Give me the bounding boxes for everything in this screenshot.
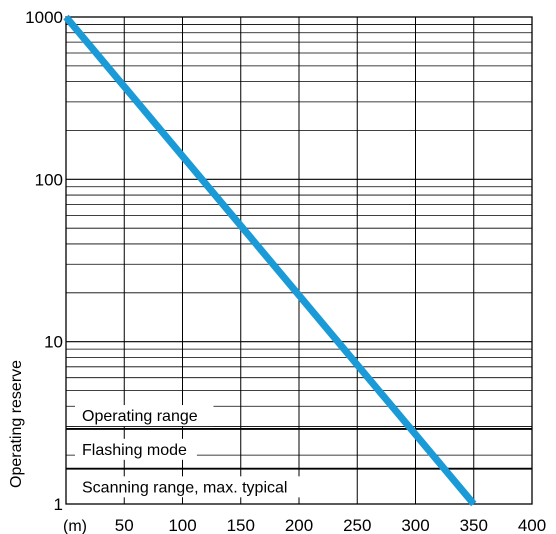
x-tick-label: 350 — [460, 516, 488, 534]
band-label: Scanning range, max. typical — [82, 479, 287, 496]
y-tick-label: 10 — [44, 333, 63, 352]
x-unit-label: (m) — [63, 518, 87, 534]
x-tick-label: 50 — [115, 516, 134, 534]
x-tick-label: 250 — [343, 516, 371, 534]
x-tick-label: 150 — [227, 516, 255, 534]
x-tick-label: 100 — [168, 516, 196, 534]
x-tick-label: 400 — [518, 516, 546, 534]
y-tick-label: 1000 — [25, 8, 63, 27]
y-axis-label: Operating reserve — [8, 360, 25, 488]
x-tick-label: 200 — [285, 516, 313, 534]
grid — [65, 16, 533, 505]
x-tick-label: 300 — [401, 516, 429, 534]
tick-labels: 50 100 150 200 250 300 350 400 1 10 100 1000 — [25, 8, 546, 534]
band-label-background — [75, 476, 322, 498]
band-label: Operating range — [82, 408, 198, 425]
range-bands: Scanning range, max. typical Flashing mod… — [66, 405, 532, 498]
band-label: Flashing mode — [82, 442, 187, 459]
band-label-background — [75, 405, 214, 427]
y-tick-label: 100 — [35, 170, 63, 189]
series-group — [63, 14, 477, 507]
band-label-background — [75, 438, 197, 460]
series-line — [63, 14, 477, 507]
y-tick-label: 1 — [54, 495, 63, 514]
